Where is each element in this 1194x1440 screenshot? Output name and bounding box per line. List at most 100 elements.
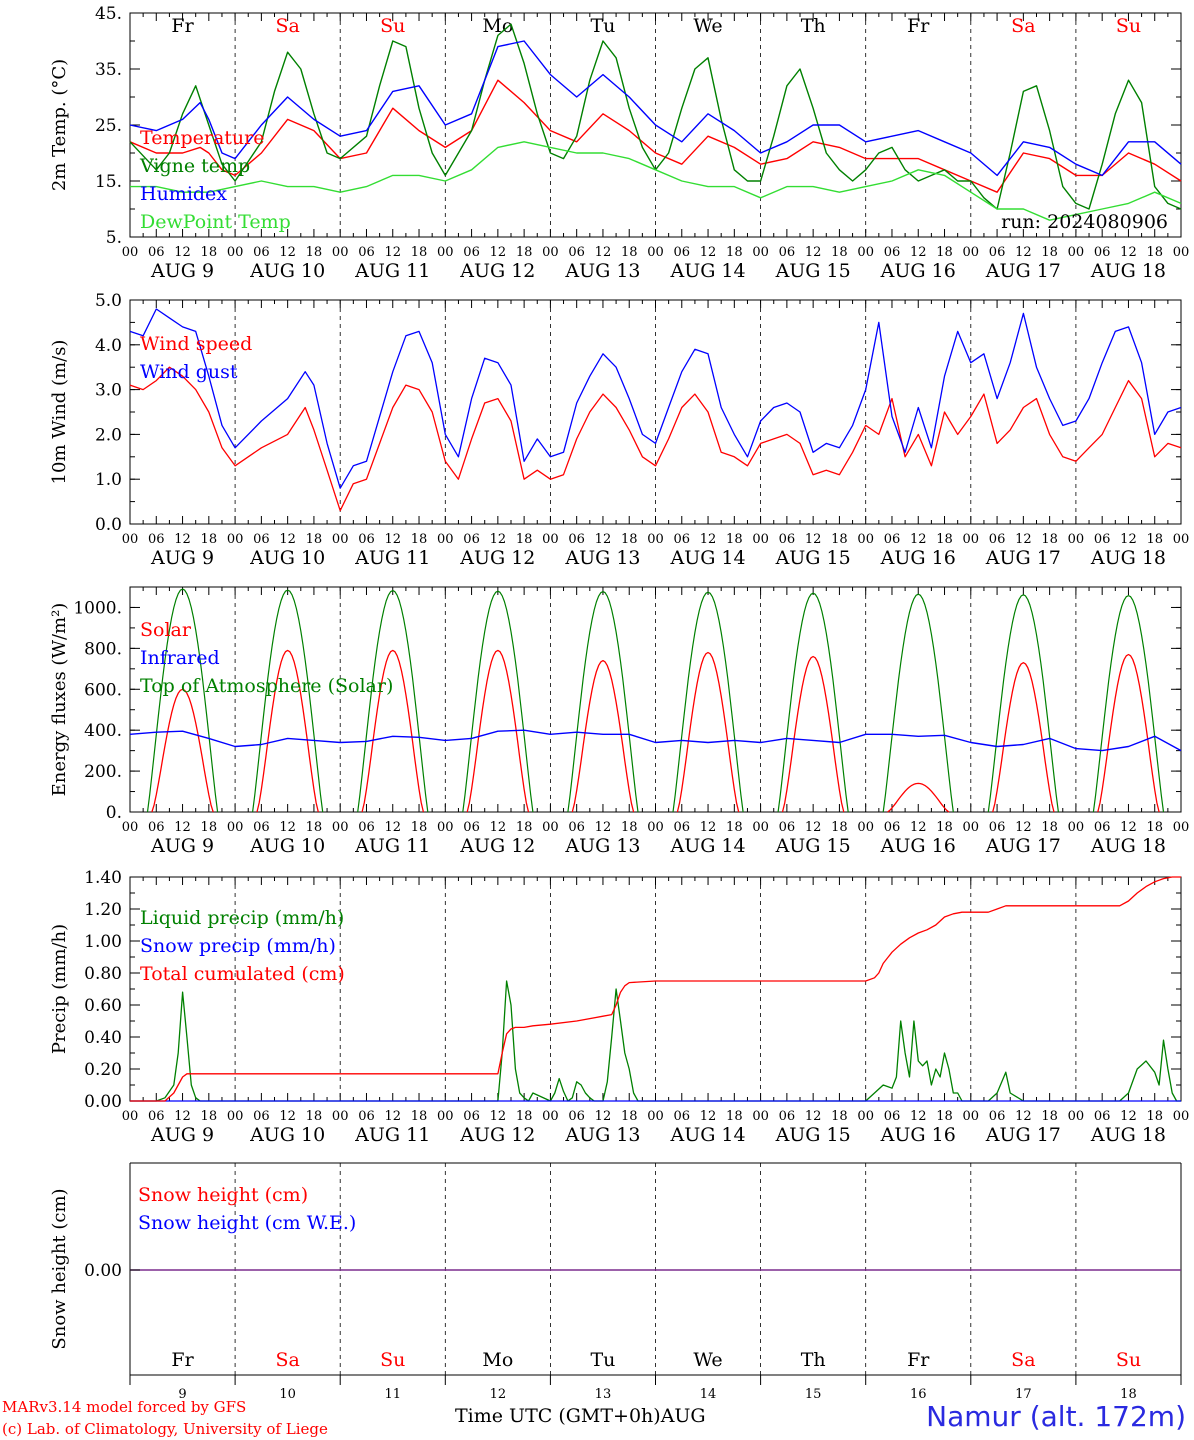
hour-tick-label: 12 bbox=[490, 245, 507, 260]
x-axis-month-label: AUG bbox=[660, 1405, 706, 1427]
hour-tick-label: 12 bbox=[595, 245, 612, 260]
hour-tick-label: 12 bbox=[490, 532, 507, 547]
hour-tick-label: 06 bbox=[989, 820, 1006, 835]
hour-tick-label: 18 bbox=[201, 532, 218, 547]
date-label: AUG 17 bbox=[985, 835, 1061, 857]
weekday-label: Fr bbox=[907, 1349, 930, 1371]
hour-tick-label: 06 bbox=[1094, 532, 1111, 547]
y-tick-label: 25. bbox=[95, 116, 122, 136]
hour-tick-label: 12 bbox=[384, 1109, 401, 1124]
y-tick-label: 35. bbox=[95, 60, 122, 80]
toa-solar-day bbox=[1092, 594, 1165, 813]
toa-solar-day bbox=[567, 590, 639, 813]
date-label: AUG 13 bbox=[564, 260, 640, 282]
hour-tick-label: 12 bbox=[700, 1109, 717, 1124]
hour-tick-label: 18 bbox=[1146, 245, 1163, 260]
hour-tick-label: 06 bbox=[674, 245, 691, 260]
hour-tick-label: 06 bbox=[568, 245, 585, 260]
day-number: 11 bbox=[384, 1387, 401, 1402]
credit-lab: (c) Lab. of Climatology, University of L… bbox=[2, 1420, 328, 1438]
hour-tick-label: 06 bbox=[779, 245, 796, 260]
hour-tick-label: 18 bbox=[516, 820, 533, 835]
hour-tick-label: 00 bbox=[227, 245, 244, 260]
y-axis-label: 10m Wind (m/s) bbox=[49, 340, 70, 485]
hour-tick-label: 06 bbox=[1094, 1109, 1111, 1124]
hour-tick-label: 12 bbox=[910, 532, 927, 547]
hour-tick-label: 12 bbox=[279, 245, 296, 260]
solar-day bbox=[256, 649, 319, 813]
hour-tick-label: 12 bbox=[700, 820, 717, 835]
hour-tick-label: 18 bbox=[936, 1109, 953, 1124]
hour-tick-label: 12 bbox=[595, 532, 612, 547]
x-axis-title: Time UTC (GMT+0h)AUG bbox=[455, 1405, 706, 1427]
date-label: AUG 14 bbox=[669, 835, 745, 857]
hour-tick-label: 06 bbox=[148, 1109, 165, 1124]
hour-tick-label: 00 bbox=[857, 245, 874, 260]
hour-tick-label: 18 bbox=[411, 1109, 428, 1124]
hour-tick-label: 18 bbox=[936, 532, 953, 547]
hour-tick-label: 18 bbox=[201, 245, 218, 260]
hour-tick-label: 00 bbox=[963, 820, 980, 835]
date-label: AUG 10 bbox=[249, 547, 325, 569]
y-tick-label: 0.0 bbox=[95, 515, 122, 535]
date-label: AUG 12 bbox=[459, 835, 535, 857]
hour-tick-label: 18 bbox=[1041, 1109, 1058, 1124]
hour-tick-label: 06 bbox=[989, 1109, 1006, 1124]
y-tick-label: 5. bbox=[106, 228, 122, 248]
hour-tick-label: 00 bbox=[963, 245, 980, 260]
y-tick-label: 400. bbox=[84, 721, 122, 741]
hour-tick-label: 06 bbox=[674, 820, 691, 835]
weekday-label: Sa bbox=[1011, 15, 1035, 37]
date-label: AUG 16 bbox=[880, 260, 956, 282]
y-tick-label: 0.00 bbox=[84, 1092, 122, 1112]
hour-tick-label: 00 bbox=[122, 1109, 139, 1124]
y-tick-label: 5.0 bbox=[95, 291, 122, 311]
date-label: AUG 16 bbox=[880, 1124, 956, 1146]
series-dewpoint-temp bbox=[130, 141, 1182, 221]
y-tick-label: 3.0 bbox=[95, 381, 122, 401]
y-tick-label: 200. bbox=[84, 762, 122, 782]
y-tick-label: 15. bbox=[95, 172, 122, 192]
date-label: AUG 18 bbox=[1090, 260, 1166, 282]
toa-solar-day bbox=[146, 588, 219, 813]
y-tick-label: 1.20 bbox=[84, 900, 122, 920]
date-label: AUG 11 bbox=[354, 835, 430, 857]
hour-tick-label: 06 bbox=[674, 1109, 691, 1124]
date-label: AUG 10 bbox=[249, 1124, 325, 1146]
weekday-label: Mo bbox=[482, 15, 513, 37]
hour-tick-label: 18 bbox=[1146, 532, 1163, 547]
date-label: AUG 18 bbox=[1090, 547, 1166, 569]
legend-entry: Total cumulated (cm) bbox=[140, 963, 345, 985]
hour-tick-label: 12 bbox=[279, 820, 296, 835]
hour-tick-label: 18 bbox=[831, 820, 848, 835]
panel-snow: 0.00 Snow height (cm) Snow height (cm) Snow… bbox=[49, 1162, 1182, 1402]
weekday-label: Mo bbox=[482, 1349, 513, 1371]
date-label: AUG 10 bbox=[249, 260, 325, 282]
hour-tick-label: 12 bbox=[700, 245, 717, 260]
hour-tick-label: 18 bbox=[621, 532, 638, 547]
hour-tick-label: 06 bbox=[463, 245, 480, 260]
hour-tick-label: 18 bbox=[621, 1109, 638, 1124]
hour-tick-label: 06 bbox=[358, 1109, 375, 1124]
series-vigne-temp bbox=[129, 23, 1182, 210]
hour-tick-label: 00 bbox=[1173, 532, 1190, 547]
solar-day bbox=[887, 782, 950, 813]
hour-tick-label: 06 bbox=[253, 820, 270, 835]
y-tick-label: 0.60 bbox=[84, 996, 122, 1016]
weekday-label: Th bbox=[801, 15, 826, 37]
series-temperature bbox=[129, 79, 1182, 193]
date-label: AUG 12 bbox=[459, 260, 535, 282]
legend-entry: Snow height (cm W.E.) bbox=[138, 1212, 356, 1234]
solar-day bbox=[1097, 653, 1160, 813]
hour-tick-label: 18 bbox=[621, 820, 638, 835]
hour-tick-label: 00 bbox=[332, 820, 349, 835]
toa-solar-day bbox=[252, 589, 324, 813]
hour-tick-label: 00 bbox=[122, 245, 139, 260]
station-name: Namur (alt. 172m) bbox=[926, 1400, 1186, 1433]
date-label: AUG 14 bbox=[669, 547, 745, 569]
hour-tick-label: 00 bbox=[332, 532, 349, 547]
solar-day bbox=[466, 649, 530, 813]
hour-tick-label: 00 bbox=[857, 532, 874, 547]
hour-tick-label: 18 bbox=[621, 245, 638, 260]
hour-tick-label: 18 bbox=[726, 820, 743, 835]
